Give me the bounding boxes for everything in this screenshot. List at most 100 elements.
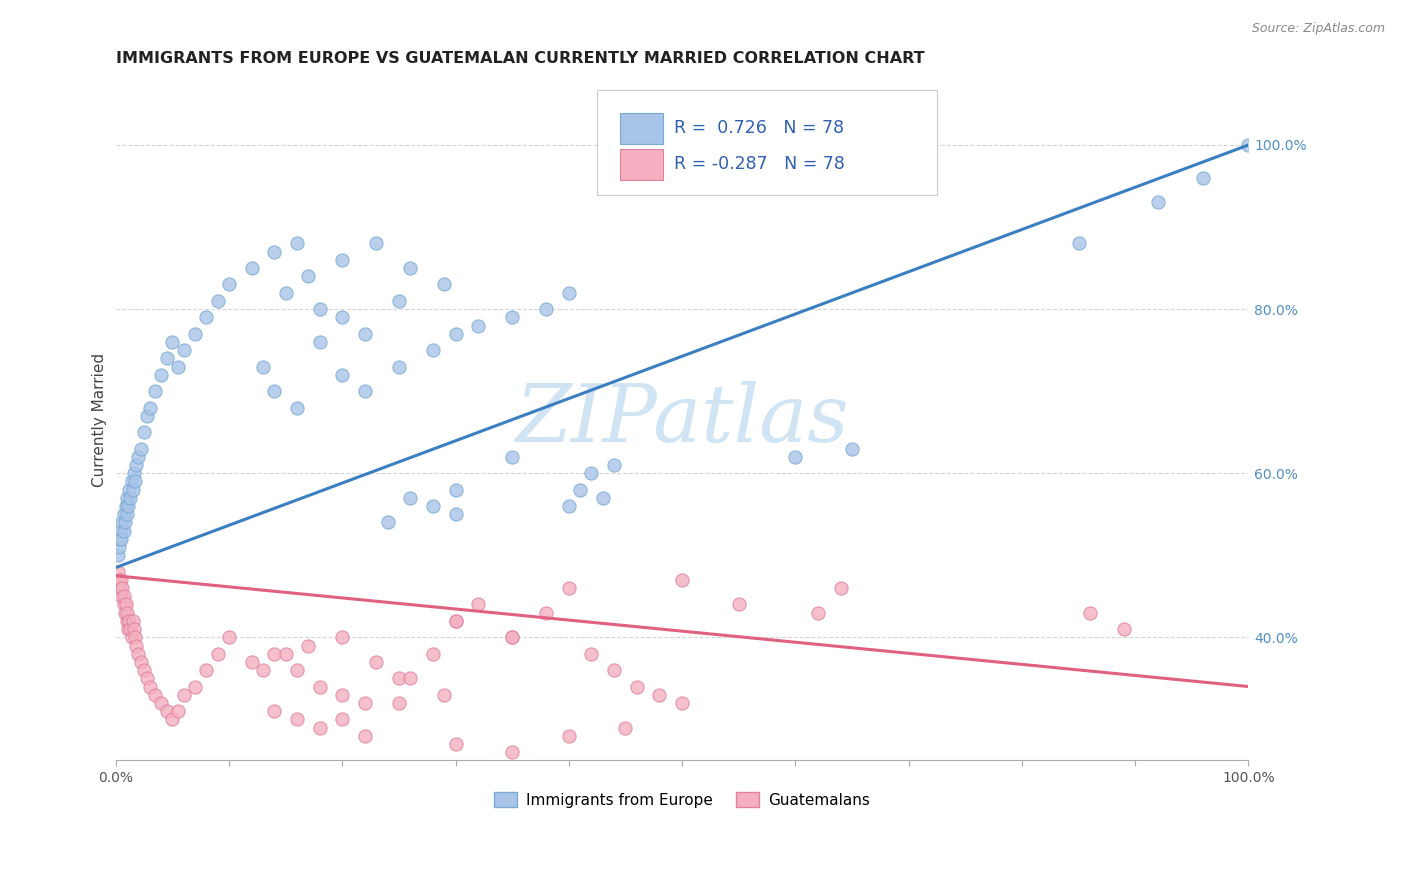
Point	[558, 581, 581, 595]
Point	[603, 458, 626, 472]
Point	[110, 532, 132, 546]
Point	[184, 680, 207, 694]
Point	[143, 384, 166, 399]
Point	[207, 293, 229, 308]
Point	[149, 368, 172, 382]
Point	[285, 663, 308, 677]
Point	[132, 425, 155, 439]
Point	[603, 663, 626, 677]
Point	[354, 729, 377, 743]
Point	[167, 704, 190, 718]
Point	[156, 351, 179, 366]
Point	[117, 499, 139, 513]
Point	[107, 548, 129, 562]
Point	[1237, 138, 1260, 153]
Point	[330, 712, 353, 726]
Point	[330, 630, 353, 644]
Point	[671, 696, 693, 710]
Point	[1112, 622, 1135, 636]
FancyBboxPatch shape	[598, 89, 936, 195]
Point	[207, 647, 229, 661]
Point	[129, 655, 152, 669]
Point	[120, 622, 142, 636]
Point	[252, 663, 274, 677]
Point	[121, 630, 143, 644]
Point	[115, 499, 138, 513]
Point	[167, 359, 190, 374]
Point	[285, 401, 308, 415]
Point	[122, 466, 145, 480]
Point	[112, 598, 135, 612]
Point	[136, 409, 159, 423]
Point	[444, 483, 467, 497]
Point	[114, 516, 136, 530]
Point	[354, 326, 377, 341]
Point	[107, 565, 129, 579]
Point	[138, 680, 160, 694]
Point	[444, 737, 467, 751]
Point	[399, 671, 422, 685]
Point	[285, 236, 308, 251]
Point	[274, 647, 297, 661]
Point	[115, 507, 138, 521]
Point	[112, 589, 135, 603]
Point	[534, 606, 557, 620]
Point	[110, 589, 132, 603]
Point	[129, 442, 152, 456]
Point	[114, 606, 136, 620]
Point	[136, 671, 159, 685]
Point	[184, 326, 207, 341]
Point	[121, 475, 143, 489]
Point	[366, 655, 388, 669]
Point	[388, 359, 411, 374]
Point	[110, 573, 132, 587]
Point	[117, 622, 139, 636]
Point	[592, 491, 614, 505]
Point	[388, 671, 411, 685]
Point	[501, 630, 523, 644]
Point	[124, 630, 146, 644]
Point	[727, 598, 749, 612]
Legend: Immigrants from Europe, Guatemalans: Immigrants from Europe, Guatemalans	[488, 786, 876, 814]
Point	[444, 614, 467, 628]
Point	[118, 614, 141, 628]
Point	[422, 343, 444, 358]
Point	[330, 310, 353, 325]
Point	[173, 688, 195, 702]
Point	[581, 466, 603, 480]
Point	[121, 483, 143, 497]
Point	[433, 277, 456, 292]
Point	[127, 450, 149, 464]
Point	[285, 712, 308, 726]
Point	[115, 491, 138, 505]
Point	[558, 499, 581, 513]
Text: ZIPatlas: ZIPatlas	[516, 381, 849, 458]
Point	[115, 598, 138, 612]
Point	[115, 606, 138, 620]
Point	[444, 326, 467, 341]
Point	[263, 384, 285, 399]
Point	[263, 704, 285, 718]
Point	[377, 516, 399, 530]
Point	[501, 450, 523, 464]
Text: R =  0.726   N = 78: R = 0.726 N = 78	[673, 120, 844, 137]
Point	[108, 532, 131, 546]
Point	[308, 302, 330, 317]
Point	[132, 663, 155, 677]
Point	[115, 614, 138, 628]
FancyBboxPatch shape	[620, 150, 662, 180]
Point	[125, 458, 148, 472]
Point	[433, 688, 456, 702]
Point	[120, 491, 142, 505]
Point	[263, 647, 285, 661]
Point	[118, 483, 141, 497]
Point	[354, 696, 377, 710]
Point	[671, 573, 693, 587]
Point	[108, 581, 131, 595]
Point	[127, 647, 149, 661]
Point	[388, 696, 411, 710]
Point	[354, 384, 377, 399]
Point	[121, 614, 143, 628]
Point	[330, 252, 353, 267]
Point	[330, 688, 353, 702]
